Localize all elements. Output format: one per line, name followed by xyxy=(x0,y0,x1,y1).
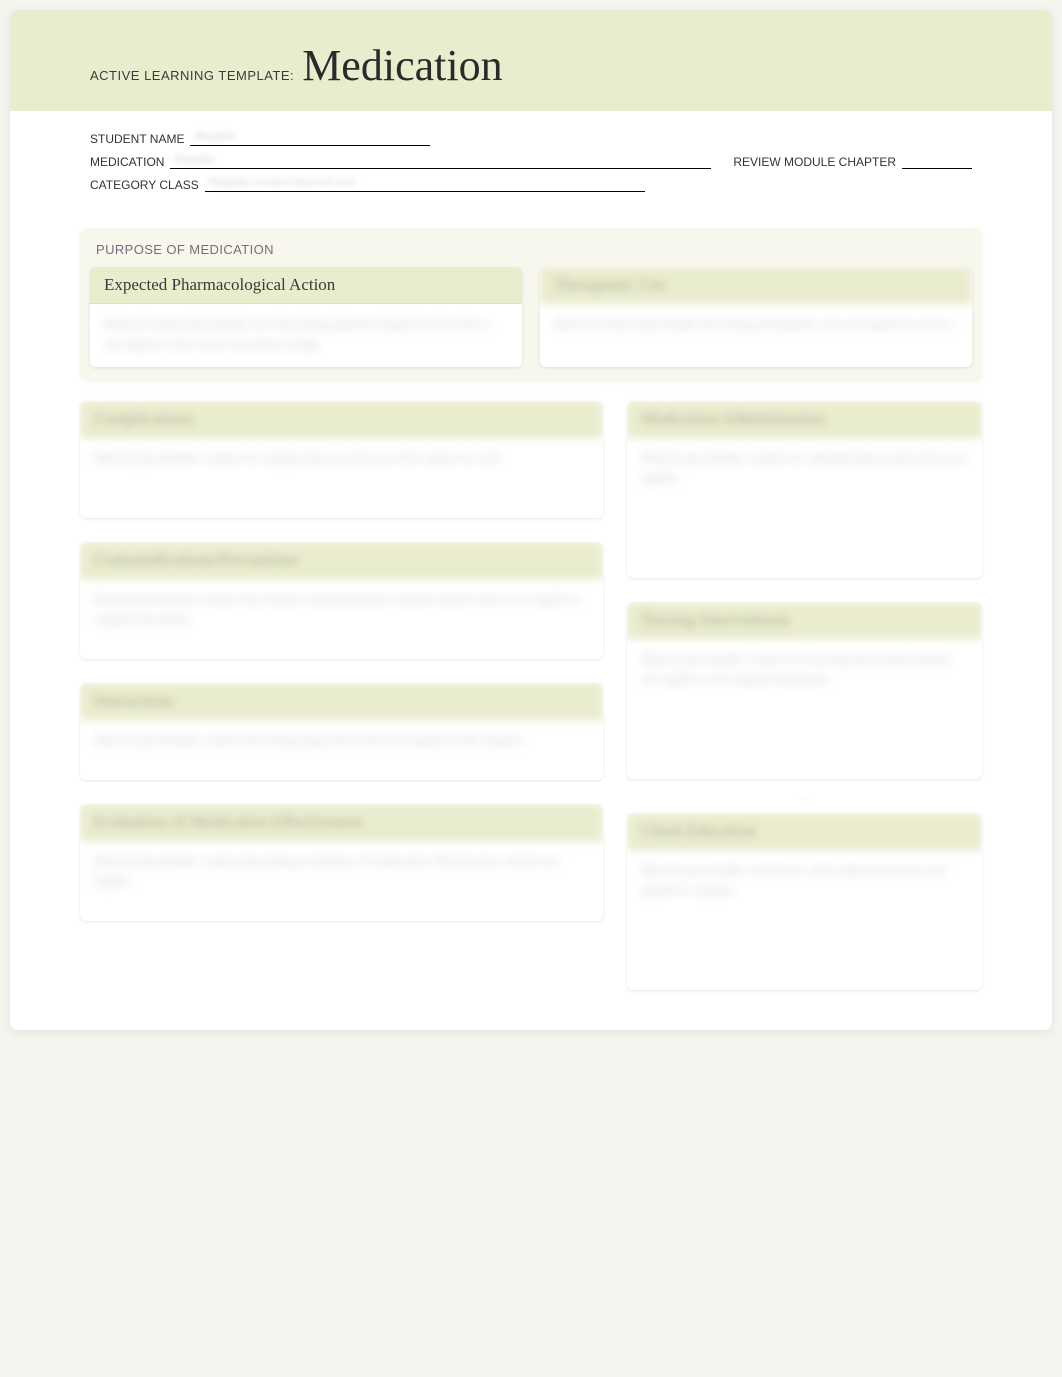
header-band: ACTIVE LEARNING TEMPLATE: Medication xyxy=(10,10,1052,111)
purpose-section: PURPOSE OF MEDICATION Expected Pharmacol… xyxy=(80,228,982,381)
therapeutic-use-title: Therapeutic Use xyxy=(540,267,972,304)
nursing-interventions-title: Nursing Interventions xyxy=(627,602,982,639)
interactions-card: Interactions Blurred placeholder content… xyxy=(80,683,603,780)
client-education-card: Client Education Blurred placeholder con… xyxy=(627,813,982,990)
evaluation-card: Evaluation of Medication Effectiveness B… xyxy=(80,804,603,921)
left-column: Complications Blurred placeholder conten… xyxy=(80,401,603,990)
student-name-field[interactable]: Illegible xyxy=(190,129,430,146)
medication-row: MEDICATION Illegible REVIEW MODULE CHAPT… xyxy=(90,152,972,169)
category-class-value: Illegible content blurred text xyxy=(209,175,356,189)
pharmacological-action-card: Expected Pharmacological Action Blurred … xyxy=(90,267,522,367)
evaluation-title: Evaluation of Medication Effectiveness xyxy=(80,804,603,841)
review-module-field[interactable] xyxy=(902,153,972,169)
pharmacological-action-body: Blurred content placeholder text describ… xyxy=(90,304,522,367)
category-class-field[interactable]: Illegible content blurred text xyxy=(205,175,645,192)
contraindications-title: Contraindications/Precautions xyxy=(80,542,603,579)
medication-field[interactable]: Illegible xyxy=(170,152,711,169)
purpose-cards: Expected Pharmacological Action Blurred … xyxy=(90,267,972,367)
medication-value: Illegible xyxy=(174,152,215,166)
nursing-interventions-body: Blurred placeholder content for nursing … xyxy=(627,639,982,779)
category-class-label: CATEGORY CLASS xyxy=(90,178,199,192)
right-column: Medication Administration Blurred placeh… xyxy=(627,401,982,990)
client-education-title: Client Education xyxy=(627,813,982,850)
client-education-body: Blurred placeholder content for client e… xyxy=(627,850,982,990)
evaluation-body: Blurred placeholder content describing e… xyxy=(80,841,603,921)
complications-card: Complications Blurred placeholder conten… xyxy=(80,401,603,518)
administration-body: Blurred placeholder content for administ… xyxy=(627,438,982,578)
main-columns: Complications Blurred placeholder conten… xyxy=(10,401,1052,1030)
therapeutic-use-card: Therapeutic Use Blurred content placehol… xyxy=(540,267,972,367)
divider-notch: ⌄ xyxy=(627,791,982,801)
review-module-label: REVIEW MODULE CHAPTER xyxy=(733,155,896,169)
template-title: Medication xyxy=(302,40,502,91)
template-page: ACTIVE LEARNING TEMPLATE: Medication STU… xyxy=(10,10,1052,1030)
purpose-heading: PURPOSE OF MEDICATION xyxy=(90,242,972,267)
student-name-value: Illegible xyxy=(194,129,235,143)
therapeutic-use-body: Blurred content placeholder describing t… xyxy=(540,304,972,364)
contraindications-card: Contraindications/Precautions Blurred pl… xyxy=(80,542,603,659)
student-name-label: STUDENT NAME xyxy=(90,132,184,146)
administration-card: Medication Administration Blurred placeh… xyxy=(627,401,982,578)
nursing-interventions-card: Nursing Interventions Blurred placeholde… xyxy=(627,602,982,779)
complications-body: Blurred placeholder content for complica… xyxy=(80,438,603,518)
interactions-title: Interactions xyxy=(80,683,603,720)
administration-title: Medication Administration xyxy=(627,401,982,438)
template-label: ACTIVE LEARNING TEMPLATE: xyxy=(90,68,294,83)
interactions-body: Blurred placeholder content describing d… xyxy=(80,720,603,780)
category-row: CATEGORY CLASS Illegible content blurred… xyxy=(90,175,972,192)
meta-block: STUDENT NAME Illegible MEDICATION Illegi… xyxy=(10,111,1052,208)
medication-label: MEDICATION xyxy=(90,155,164,169)
student-row: STUDENT NAME Illegible xyxy=(90,129,972,146)
contraindications-body: Blurred placeholder content describing c… xyxy=(80,579,603,659)
complications-title: Complications xyxy=(80,401,603,438)
pharmacological-action-title: Expected Pharmacological Action xyxy=(90,267,522,304)
